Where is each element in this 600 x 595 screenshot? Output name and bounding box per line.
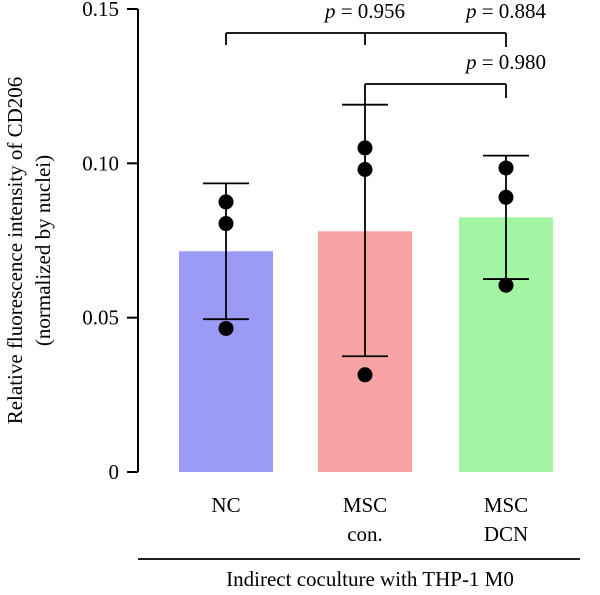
data-point-2-2 xyxy=(498,277,514,293)
data-point-1-2 xyxy=(357,367,373,383)
y-tick-label: 0.15 xyxy=(82,0,119,21)
data-point-0-2 xyxy=(218,320,234,336)
data-point-2-1 xyxy=(498,189,514,205)
p-value: 0.884 xyxy=(499,0,547,23)
category-label-1: con. xyxy=(347,522,383,546)
data-point-0-1 xyxy=(218,216,234,232)
data-point-1-1 xyxy=(357,162,373,178)
y-tick-label: 0.05 xyxy=(82,306,119,330)
y-tick-label: 0 xyxy=(109,460,120,484)
p-value-label-2: p = 0.980 xyxy=(464,50,546,74)
p-equals: = xyxy=(476,50,498,74)
group-label: Indirect coculture with THP-1 M0 xyxy=(226,567,514,590)
y-axis-title-line-1: Relative fluorescence intensity of CD206 xyxy=(3,77,27,425)
p-symbol: p xyxy=(323,0,336,23)
category-label-1: MSC xyxy=(343,493,387,517)
category-label-0: NC xyxy=(211,493,240,517)
p-equals: = xyxy=(335,0,357,23)
category-label-2: DCN xyxy=(484,522,528,546)
y-axis-title-line-2: (normalized by nuclei) xyxy=(31,155,55,346)
p-equals: = xyxy=(476,0,498,23)
p-symbol: p xyxy=(464,50,477,74)
y-tick-label: 0.10 xyxy=(82,151,119,175)
category-label-2: MSC xyxy=(484,493,528,517)
p-value: 0.980 xyxy=(499,50,546,74)
p-value-label-0: p = 0.956 xyxy=(323,0,405,23)
p-value: 0.956 xyxy=(358,0,405,23)
data-point-1-0 xyxy=(357,140,373,156)
p-value-label-1: p = 0.884 xyxy=(464,0,547,23)
data-point-2-0 xyxy=(498,160,514,176)
data-point-0-0 xyxy=(218,194,234,210)
p-symbol: p xyxy=(464,0,477,23)
